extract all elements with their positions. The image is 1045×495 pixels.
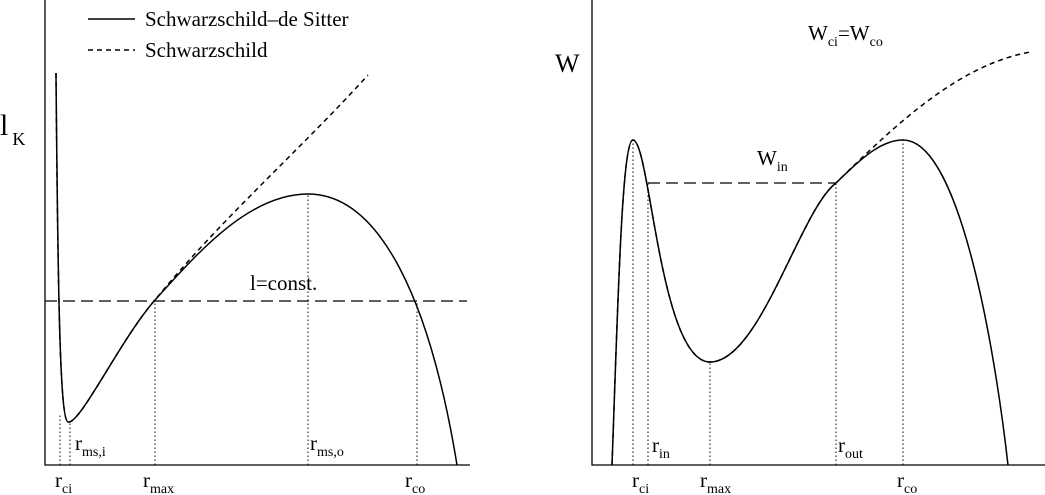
sub: max <box>707 482 731 495</box>
axes <box>44 0 470 466</box>
sub: ci <box>639 482 649 495</box>
r-label: rco <box>897 468 917 495</box>
sub: ms,o <box>317 445 344 460</box>
sub: ci <box>62 482 72 495</box>
sub: in <box>659 447 670 462</box>
r-label: rci <box>632 468 649 495</box>
sds-curve <box>55 72 458 466</box>
main: r <box>700 468 707 492</box>
r-label: rms,i <box>75 431 106 460</box>
r-label: rmax <box>700 468 731 495</box>
axes <box>591 0 1045 466</box>
main: l <box>0 109 8 142</box>
main: r <box>838 433 845 457</box>
main: W <box>757 146 777 170</box>
sub: ci <box>828 35 838 50</box>
y-label: W <box>555 49 580 78</box>
main: W <box>850 21 870 45</box>
r-label: rmax <box>143 468 174 495</box>
main: W <box>808 21 828 45</box>
main: r <box>75 431 82 455</box>
r-label: rin <box>652 433 670 462</box>
schwarzschild-curve <box>611 51 1031 466</box>
schwarzschild-curve <box>55 72 369 423</box>
r-label: rms,o <box>310 431 344 460</box>
line-label: l=const. <box>250 271 317 295</box>
legend-label: Schwarzschild <box>145 38 268 62</box>
main: r <box>405 468 412 492</box>
r-label: rco <box>405 468 425 495</box>
legend-label: Schwarzschild–de Sitter <box>145 7 349 31</box>
main: r <box>55 468 62 492</box>
equation: Wci=Wco <box>808 21 883 50</box>
r-label: rout <box>838 433 863 462</box>
sub: max <box>150 482 174 495</box>
sub: co <box>870 35 883 50</box>
sub: out <box>845 447 863 462</box>
main: r <box>632 468 639 492</box>
sub: K <box>12 129 25 149</box>
main: r <box>310 431 317 455</box>
sub: co <box>904 482 917 495</box>
sub: ms,i <box>82 445 106 460</box>
sub: co <box>412 482 425 495</box>
sds-curve <box>611 139 1009 466</box>
guides <box>59 194 418 465</box>
r-label: rci <box>55 468 72 495</box>
sub: in <box>777 160 788 175</box>
op: = <box>838 21 850 45</box>
main: r <box>897 468 904 492</box>
line-label: Win <box>757 146 788 175</box>
main: r <box>143 468 150 492</box>
main: r <box>652 433 659 457</box>
guides <box>632 140 904 465</box>
